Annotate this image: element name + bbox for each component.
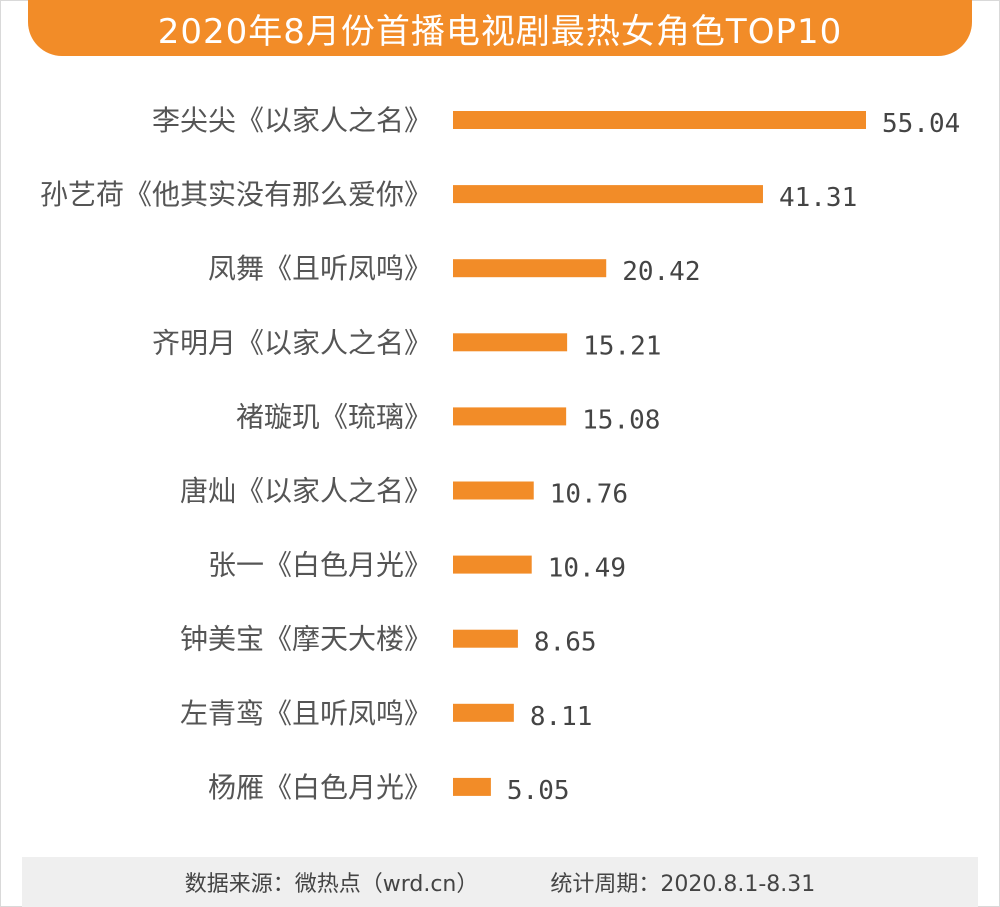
value-label: 55.04 <box>882 109 960 139</box>
bar <box>453 555 532 574</box>
value-label: 10.76 <box>550 480 628 510</box>
value-label: 5.05 <box>507 776 570 806</box>
value-label: 20.42 <box>622 257 700 287</box>
bar <box>453 703 514 722</box>
bar <box>453 185 763 204</box>
category-label: 左青鸾《且听凤鸣》 <box>180 697 432 730</box>
category-label: 钟美宝《摩天大楼》 <box>180 623 432 656</box>
value-label: 8.11 <box>530 702 593 732</box>
bar <box>453 777 491 796</box>
category-label: 褚璇玑《琉璃》 <box>236 400 432 433</box>
data-source: 数据来源：微热点（wrd.cn） <box>184 872 479 897</box>
title-banner: 2020年8月份首播电视剧最热女角色TOP10 <box>28 0 972 56</box>
category-label: 齐明月《以家人之名》 <box>152 326 432 359</box>
footer-bar: 数据来源：微热点（wrd.cn） 统计周期：2020.8.1-8.31 <box>22 857 978 907</box>
value-label: 8.65 <box>534 628 597 658</box>
category-label: 张一《白色月光》 <box>208 549 432 582</box>
bar <box>453 333 568 352</box>
bar <box>453 259 607 278</box>
value-label: 15.08 <box>582 405 660 435</box>
value-label: 41.31 <box>779 183 857 213</box>
bar <box>453 481 534 500</box>
bar <box>453 407 567 426</box>
value-label: 15.21 <box>583 331 661 361</box>
bar <box>453 629 518 648</box>
value-label: 10.49 <box>548 554 626 584</box>
category-label: 李尖尖《以家人之名》 <box>152 104 432 137</box>
bar-chart: 李尖尖《以家人之名》 55.04 孙艺荷《他其实没有那么爱你》 41.31 凤舞《且听凤… <box>40 104 960 806</box>
category-label: 孙艺荷《他其实没有那么爱你》 <box>40 178 432 211</box>
category-label: 杨雁《白色月光》 <box>208 771 432 804</box>
category-label: 唐灿《以家人之名》 <box>180 475 432 508</box>
bar <box>453 111 866 129</box>
chart-title: 2020年8月份首播电视剧最热女角色TOP10 <box>157 11 843 52</box>
stat-period: 统计周期：2020.8.1-8.31 <box>550 872 816 897</box>
category-label: 凤舞《且听凤鸣》 <box>208 252 432 285</box>
